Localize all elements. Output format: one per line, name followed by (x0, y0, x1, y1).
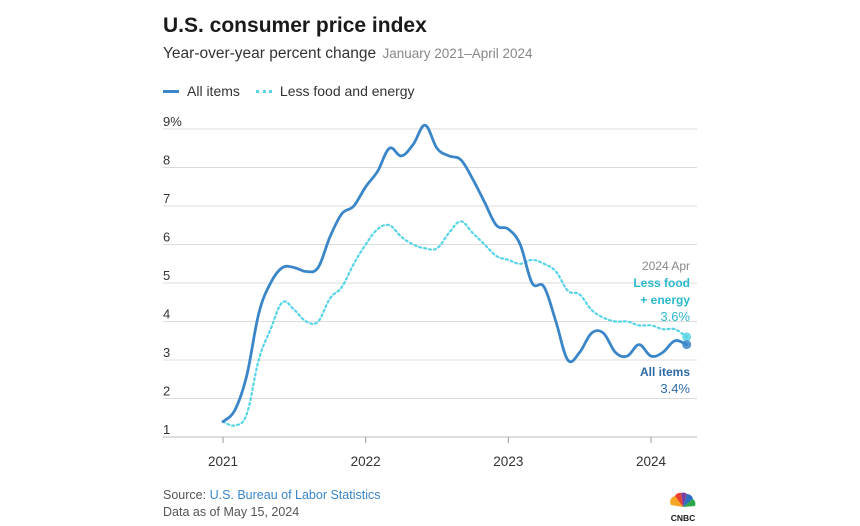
series-line-all-items (221, 123, 689, 423)
legend-label-core: Less food and energy (279, 83, 415, 99)
chart-legend: All items Less food and energy (163, 83, 431, 99)
y-tick-label: 7 (163, 191, 170, 206)
subtitle-range: January 2021–April 2024 (382, 46, 533, 61)
legend-swatch-solid (163, 89, 179, 93)
endpoint-all-items (682, 340, 692, 350)
y-tick-label: 5 (163, 268, 170, 283)
source-link[interactable]: U.S. Bureau of Labor Statistics (209, 488, 381, 502)
chart-subtitle: Year-over-year percent change January 20… (163, 45, 533, 63)
y-tick-label: 8 (163, 153, 170, 168)
source-prefix: Source: (163, 488, 210, 502)
y-tick-label: 9% (163, 114, 182, 129)
legend-swatch-dotted (255, 89, 272, 93)
x-tick-label: 2021 (208, 454, 238, 469)
annotation-all-label: All items (640, 365, 690, 379)
legend-label-all-items: All items (187, 83, 240, 99)
cnbc-peacock-logo: CNBC (670, 492, 696, 523)
logo-text: CNBC (671, 513, 696, 523)
subtitle-text: Year-over-year percent change (163, 45, 377, 62)
annotation-core-value: 3.6% (660, 309, 690, 324)
chart-title: U.S. consumer price index (163, 14, 427, 37)
x-tick-label: 2023 (493, 454, 523, 469)
legend-item-core: Less food and energy (255, 83, 415, 99)
source-note: Source: U.S. Bureau of Labor Statistics (163, 488, 380, 502)
cpi-line-chart: 1 2 3 4 5 6 7 8 9% 2021 2022 2023 2024 2024 Apr Less f… (163, 114, 697, 469)
legend-item-all-items: All items (163, 83, 240, 99)
annotation-date: 2024 Apr (642, 259, 690, 273)
y-tick-label: 4 (163, 307, 170, 322)
y-tick-label: 6 (163, 230, 170, 245)
annotation-core-label: Less food (633, 276, 690, 290)
annotation-all-value: 3.4% (660, 381, 690, 396)
data-as-of: Data as of May 15, 2024 (163, 505, 300, 519)
x-tick-label: 2022 (351, 454, 381, 469)
x-tick-label: 2024 (636, 454, 667, 469)
annotation-core-label-2: + energy (640, 293, 690, 307)
y-tick-label: 2 (163, 384, 170, 399)
y-tick-label: 1 (163, 422, 170, 437)
endpoint-less-food-energy (682, 332, 692, 342)
y-tick-label: 3 (163, 345, 170, 360)
series-line-less-food-energy (221, 220, 688, 427)
